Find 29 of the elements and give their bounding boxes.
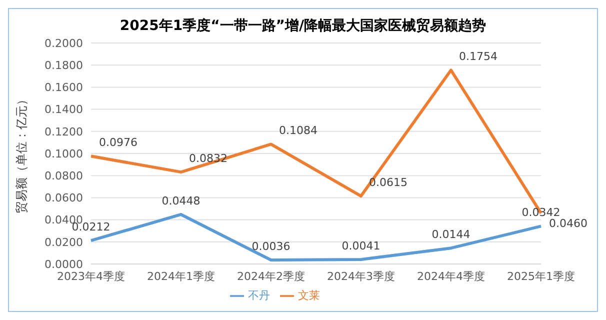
data-label: 0.1754: [459, 50, 498, 64]
x-tick-label: 2024年1季度: [147, 270, 215, 283]
data-label: 0.0976: [99, 136, 138, 150]
y-tick-label: 0.1400: [44, 103, 83, 116]
y-tick-label: 0.1600: [44, 81, 83, 94]
data-label: 0.1084: [279, 124, 318, 138]
y-tick-label: 0.0000: [44, 258, 83, 271]
data-label: 0.0448: [162, 194, 200, 208]
y-tick-label: 0.2000: [44, 36, 83, 50]
y-tick-label: 0.1200: [44, 125, 83, 138]
y-tick-label: 0.1000: [44, 147, 83, 160]
data-label: 0.0036: [252, 240, 290, 254]
y-tick-label: 0.0200: [44, 236, 83, 249]
x-tick-label: 2024年4季度: [417, 270, 485, 283]
y-tick-label: 0.1800: [44, 59, 83, 72]
data-label: 0.0460: [549, 217, 588, 230]
legend-label: 不丹: [248, 289, 270, 302]
y-tick-label: 0.0600: [44, 192, 83, 205]
legend-label: 文莱: [298, 289, 320, 302]
data-label: 0.0342: [522, 206, 560, 220]
y-axis-title: 贸易额（单位：亿元）: [14, 94, 28, 214]
x-tick-label: 2025年1季度: [507, 270, 575, 283]
data-label: 0.0144: [432, 228, 470, 242]
chart-title: 2025年1季度“一带一路”增/降幅最大国家医械贸易额趋势: [118, 17, 488, 35]
data-label: 0.0041: [342, 239, 380, 252]
x-tick-label: 2023年4季度: [57, 270, 125, 283]
y-tick-label: 0.0800: [44, 170, 83, 183]
x-tick-label: 2024年2季度: [237, 270, 305, 283]
x-tick-label: 2024年3季度: [327, 270, 395, 283]
